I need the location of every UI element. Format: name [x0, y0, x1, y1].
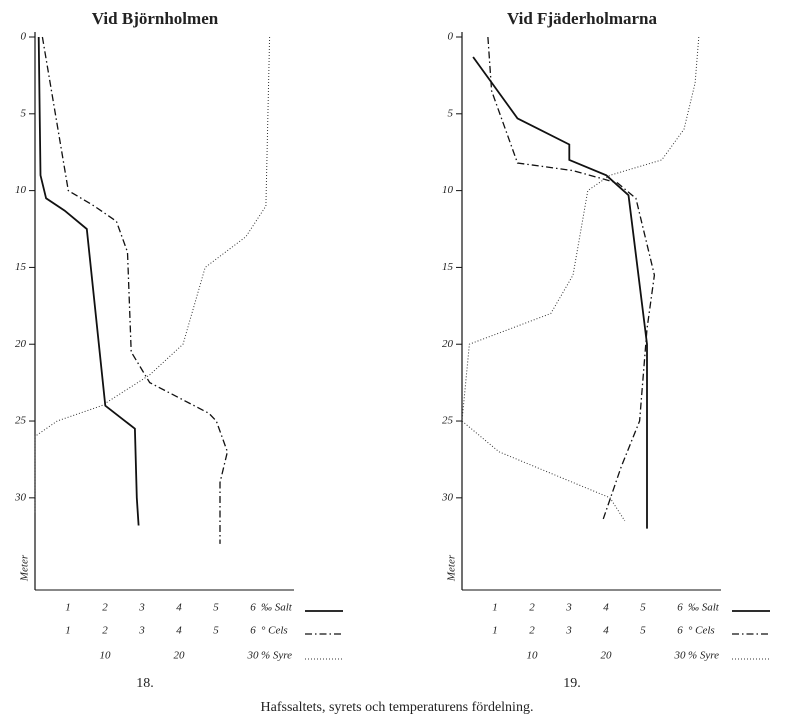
x-tick-label: 6 — [677, 602, 683, 614]
x-tick-label: 3 — [138, 602, 145, 614]
x-tick-label: 3 — [565, 602, 572, 614]
legend-label: % Syre — [688, 650, 719, 662]
x-tick-label: 30 — [247, 650, 260, 662]
y-tick-label: 0 — [448, 31, 454, 43]
legend-label: ‰ Salt — [261, 602, 293, 614]
x-tick-label: 5 — [213, 602, 219, 614]
figure-caption: Hafssaltets, syrets och temperaturens fö… — [261, 700, 534, 715]
x-tick-label: 6 — [250, 602, 256, 614]
x-tick-label: 1 — [492, 602, 498, 614]
y-tick-label: 20 — [442, 338, 454, 350]
x-tick-label: 2 — [102, 625, 108, 637]
legend-label: % Syre — [261, 650, 292, 662]
chart-title: Vid Björnholmen — [92, 9, 219, 28]
y-tick-label: 5 — [448, 107, 454, 119]
series-line — [461, 36, 700, 522]
series-line — [37, 36, 140, 526]
x-tick-label: 5 — [640, 602, 646, 614]
y-tick-label: 10 — [15, 184, 27, 196]
y-tick-label: 10 — [442, 184, 454, 196]
chart-title: Vid Fjäderholmarna — [507, 9, 658, 28]
legend-label: ‰ Salt — [688, 602, 720, 614]
x-tick-label: 4 — [176, 625, 182, 637]
x-tick-label: 30 — [674, 650, 687, 662]
figure-number: 18. — [136, 676, 154, 691]
x-tick-label: 1 — [492, 625, 498, 637]
y-tick-label: 30 — [14, 491, 27, 503]
x-tick-label: 2 — [102, 602, 108, 614]
x-tick-label: 10 — [100, 650, 112, 662]
x-tick-label: 4 — [176, 602, 182, 614]
x-tick-label: 2 — [529, 602, 535, 614]
x-tick-label: 6 — [250, 625, 256, 637]
series-line — [487, 36, 656, 522]
y-tick-label: 25 — [442, 415, 454, 427]
y-tick-label: 25 — [15, 415, 27, 427]
y-tick-label: 0 — [21, 31, 27, 43]
x-tick-label: 1 — [65, 602, 71, 614]
x-tick-label: 3 — [138, 625, 145, 637]
x-tick-label: 4 — [603, 625, 609, 637]
x-tick-label: 6 — [677, 625, 683, 637]
y-axis-label: Meter — [19, 554, 31, 582]
x-tick-label: 2 — [529, 625, 535, 637]
x-tick-label: 10 — [527, 650, 539, 662]
series-line — [472, 56, 648, 529]
y-axis-label: Meter — [446, 554, 458, 582]
y-tick-label: 15 — [442, 261, 454, 273]
x-tick-label: 20 — [174, 650, 186, 662]
y-tick-label: 20 — [15, 338, 27, 350]
x-tick-label: 1 — [65, 625, 71, 637]
x-tick-label: 3 — [565, 625, 572, 637]
legend-label: ° Cels — [688, 625, 715, 637]
x-tick-label: 5 — [213, 625, 219, 637]
y-tick-label: 15 — [15, 261, 27, 273]
series-line — [34, 36, 271, 514]
series-line — [41, 36, 229, 544]
legend-label: ° Cels — [261, 625, 288, 637]
x-tick-label: 20 — [601, 650, 613, 662]
y-tick-label: 5 — [21, 107, 27, 119]
x-tick-label: 5 — [640, 625, 646, 637]
y-tick-label: 30 — [441, 491, 454, 503]
x-tick-label: 4 — [603, 602, 609, 614]
figure-number: 19. — [563, 676, 581, 691]
